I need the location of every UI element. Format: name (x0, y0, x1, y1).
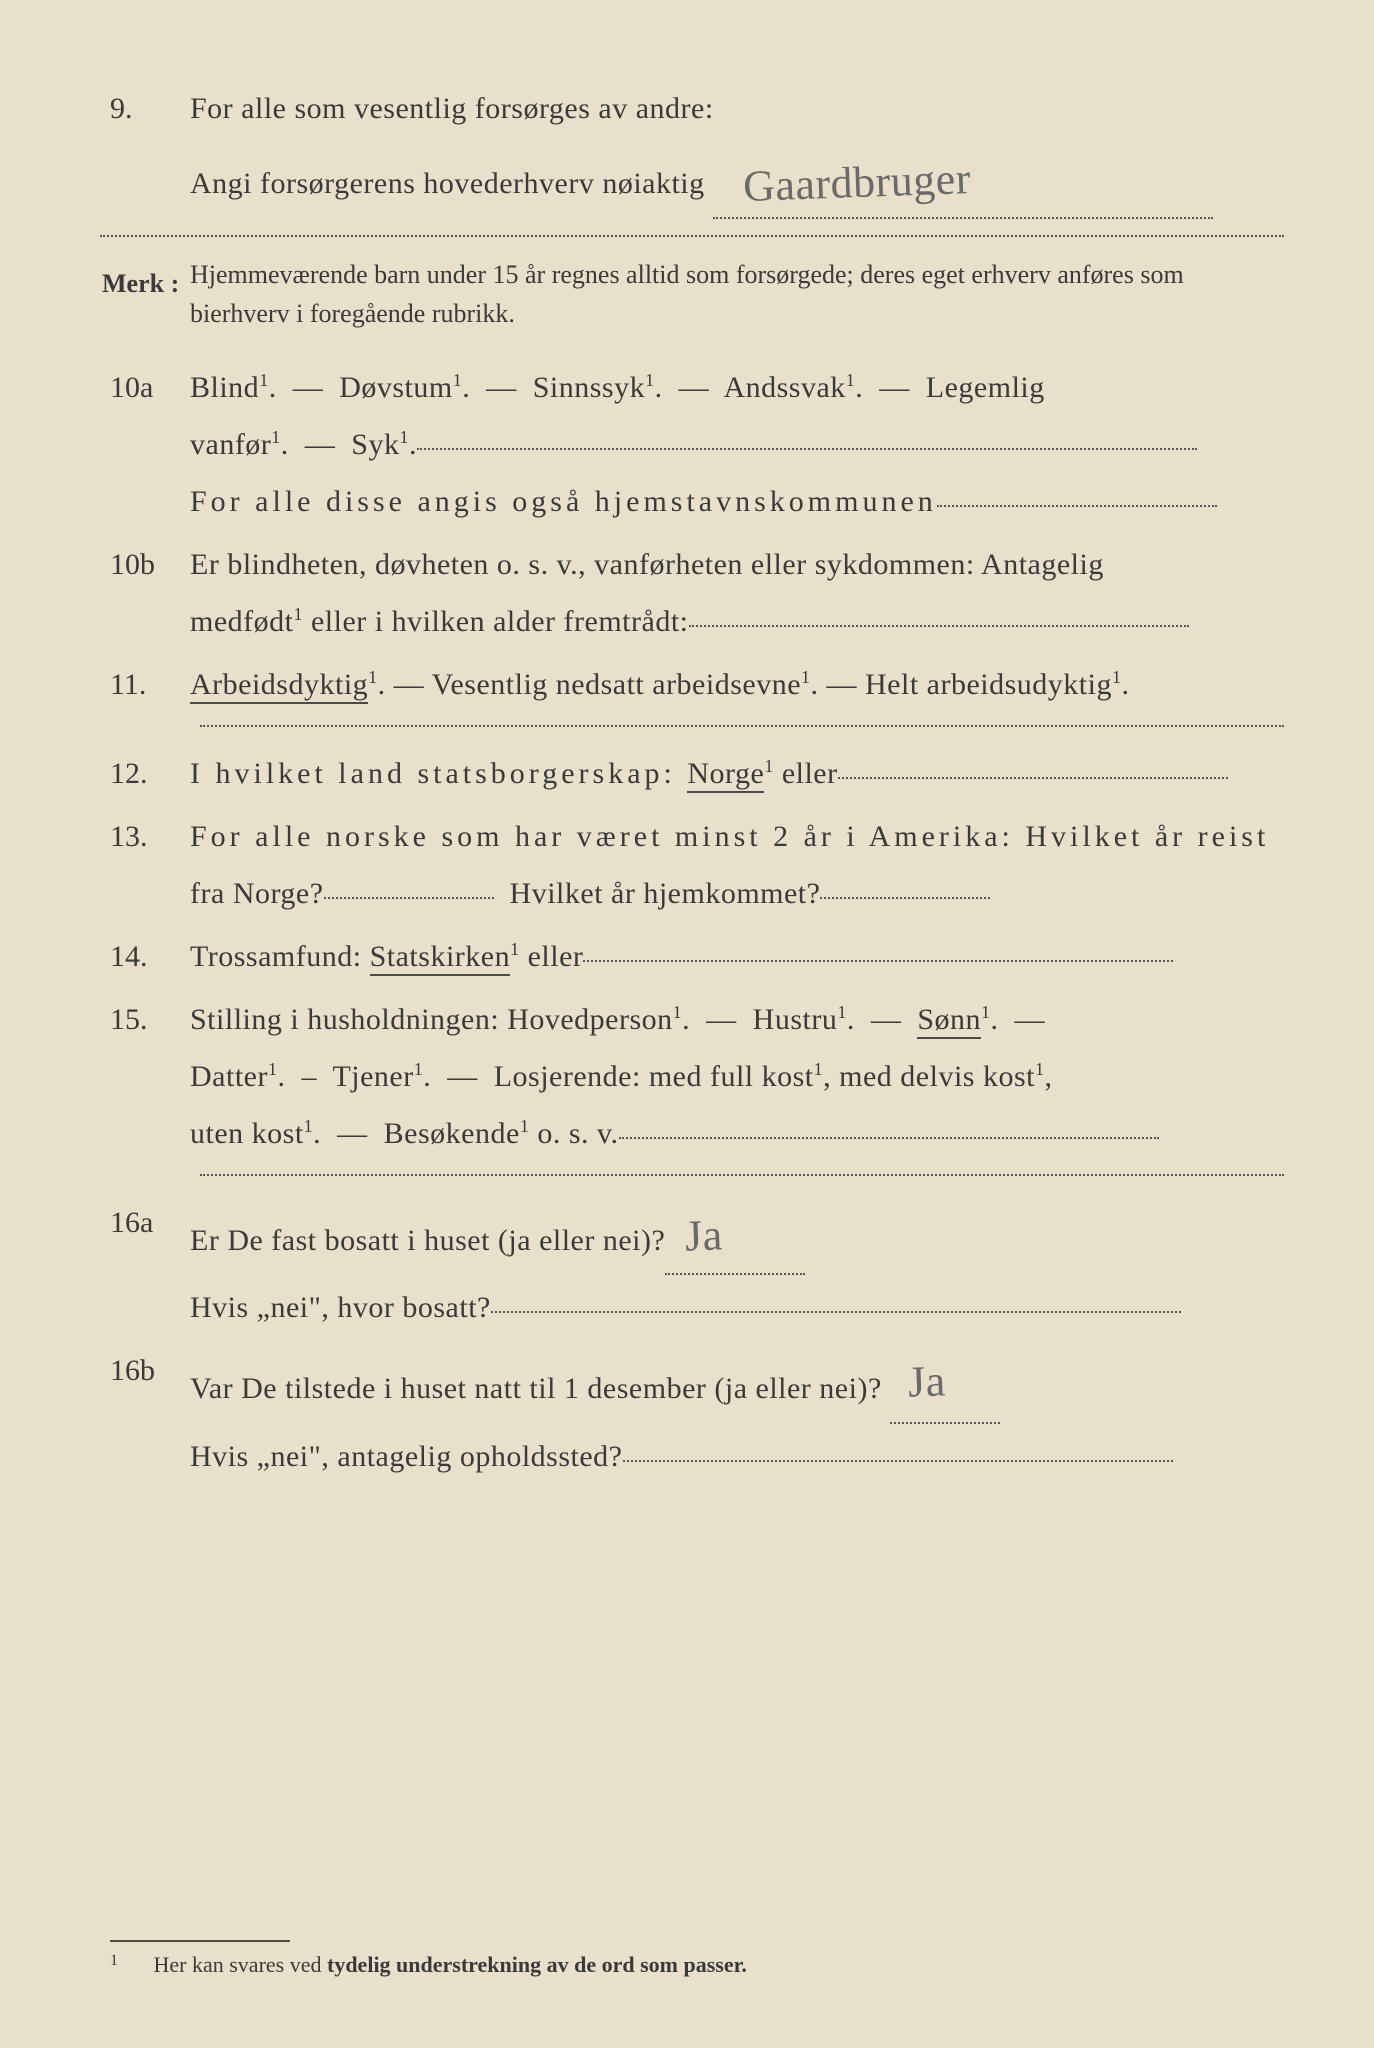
footnote-ta: Her kan svares ved (154, 1952, 328, 1977)
separator-1 (100, 235, 1284, 237)
q9-handwritten: Gaardbruger (741, 137, 972, 228)
q14-number: 14. (100, 928, 190, 985)
q9-number: 9. (100, 80, 190, 137)
question-12: 12. I hvilket land statsborgerskap: Norg… (100, 745, 1284, 802)
q16b-l1: Var De tilstede i huset natt til 1 desem… (190, 1372, 882, 1405)
q14-opt: Statskirken (370, 940, 511, 976)
q16b-l2: Hvis „nei", antagelig opholdssted? (190, 1440, 623, 1473)
merk-note: Merk : Hjemmeværende barn under 15 år re… (100, 255, 1284, 333)
q10a-opt1: Blind (190, 371, 259, 404)
q12-tb: eller (774, 757, 838, 790)
q10b-l2a: medfødt (190, 605, 293, 638)
q16b-content: Var De tilstede i huset natt til 1 desem… (190, 1342, 1284, 1485)
q13-l2b: Hvilket år hjemkommet? (510, 877, 821, 910)
q11-number: 11. (100, 656, 190, 713)
q10a-l2b: Syk (351, 428, 399, 461)
question-16b: 16b Var De tilstede i huset natt til 1 d… (100, 1342, 1284, 1485)
q10a-number: 10a (100, 359, 190, 416)
q10a-opt3: Sinnssyk (533, 371, 645, 404)
q16b-fill1: Ja (890, 1338, 1000, 1424)
q10b-l2b: eller i hvilken alder fremtrådt: (303, 605, 689, 638)
q14-ta: Trossamfund: (190, 940, 370, 973)
question-14: 14. Trossamfund: Statskirken1 eller (100, 928, 1284, 985)
merk-label: Merk : (100, 255, 190, 308)
q15-l2d: , med delvis kost (823, 1060, 1035, 1093)
q16a-fill2 (491, 1311, 1181, 1313)
footnote-tb: tydelig understrekning av de ord som pas… (327, 1952, 747, 1977)
q9-line2a: Angi forsørgerens hovederhverv nøiaktig (190, 167, 705, 200)
q10b-fill (689, 625, 1189, 627)
q10a-fill2 (937, 505, 1217, 507)
merk-text: Hjemmeværende barn under 15 år regnes al… (190, 255, 1284, 333)
q10b-content: Er blindheten, døvheten o. s. v., vanfør… (190, 536, 1284, 650)
q14-tb: eller (520, 940, 584, 973)
q9-fill-line: Gaardbruger (713, 133, 1213, 219)
q16a-l1: Er De fast bosatt i huset (ja eller nei)… (190, 1224, 665, 1257)
q15-ta: Stilling i husholdningen: Hovedperson (190, 1003, 673, 1036)
q13-content: For alle norske som har været minst 2 år… (190, 808, 1284, 922)
q15-l3a: uten kost (190, 1117, 304, 1150)
q16b-number: 16b (100, 1342, 190, 1399)
q14-fill (583, 960, 1173, 962)
question-16a: 16a Er De fast bosatt i huset (ja eller … (100, 1194, 1284, 1337)
q13-fill1 (324, 897, 494, 899)
q15-l3c: o. s. v. (529, 1117, 618, 1150)
footnote-rule (110, 1940, 290, 1942)
q11-opt2: Vesentlig nedsatt arbeidsevne (432, 668, 801, 701)
q10b-number: 10b (100, 536, 190, 593)
question-13: 13. For alle norske som har været minst … (100, 808, 1284, 922)
q11-opt3: Helt arbeidsudyktig (865, 668, 1112, 701)
q13-l2a: fra Norge? (190, 877, 324, 910)
q16a-hand: Ja (684, 1193, 725, 1278)
q10a-opt2: Døvstum (339, 371, 453, 404)
q15-l2c: Losjerende: med full kost (494, 1060, 814, 1093)
q12-fill (838, 777, 1228, 779)
q16a-content: Er De fast bosatt i huset (ja eller nei)… (190, 1194, 1284, 1337)
separator-2 (200, 725, 1284, 727)
q16b-hand: Ja (906, 1340, 947, 1425)
question-10a: 10a Blind1. — Døvstum1. — Sinnssyk1. — A… (100, 359, 1284, 530)
q10a-opt5: Legemlig (926, 371, 1045, 404)
q13-number: 13. (100, 808, 190, 865)
q16a-l2: Hvis „nei", hvor bosatt? (190, 1291, 491, 1324)
q15-l2a: Datter (190, 1060, 268, 1093)
q9-line1: For alle som vesentlig forsørges av andr… (190, 92, 714, 125)
q11-content: Arbeidsdyktig1. — Vesentlig nedsatt arbe… (190, 656, 1284, 713)
q9-content: For alle som vesentlig forsørges av andr… (190, 80, 1284, 223)
q12-opt: Norge (687, 757, 764, 793)
q10a-l2a: vanfør (190, 428, 271, 461)
q10a-l3: For alle disse angis også hjemstavnskomm… (190, 485, 937, 518)
q15-content: Stilling i husholdningen: Hovedperson1. … (190, 991, 1284, 1162)
separator-3 (200, 1174, 1284, 1176)
q11-opt1: Arbeidsdyktig (190, 668, 368, 704)
q16a-fill1: Ja (665, 1190, 805, 1276)
q15-fill (619, 1137, 1159, 1139)
q14-content: Trossamfund: Statskirken1 eller (190, 928, 1284, 985)
q15-hustru: Hustru (753, 1003, 838, 1036)
q12-number: 12. (100, 745, 190, 802)
q10a-content: Blind1. — Døvstum1. — Sinnssyk1. — Andss… (190, 359, 1284, 530)
q15-sonn: Sønn (917, 1003, 981, 1039)
q10a-fill1 (417, 448, 1197, 450)
question-11: 11. Arbeidsdyktig1. — Vesentlig nedsatt … (100, 656, 1284, 713)
footnote-num: 1 (110, 1952, 118, 1969)
q16a-number: 16a (100, 1194, 190, 1251)
q15-l3b: Besøkende (384, 1117, 520, 1150)
q13-fill2 (820, 897, 990, 899)
question-9: 9. For alle som vesentlig forsørges av a… (100, 80, 1284, 223)
question-10b: 10b Er blindheten, døvheten o. s. v., va… (100, 536, 1284, 650)
q16b-fill2 (623, 1460, 1173, 1462)
q10b-l1: Er blindheten, døvheten o. s. v., vanfør… (190, 548, 1104, 581)
q15-number: 15. (100, 991, 190, 1048)
q12-ta: I hvilket land statsborgerskap: (190, 757, 687, 790)
q13-l1: For alle norske som har været minst 2 år… (190, 820, 1269, 853)
q10a-opt4: Andssvak (723, 371, 845, 404)
question-15: 15. Stilling i husholdningen: Hovedperso… (100, 991, 1284, 1162)
q12-content: I hvilket land statsborgerskap: Norge1 e… (190, 745, 1284, 802)
q15-l2b: Tjener (332, 1060, 413, 1093)
footnote: 1 Her kan svares ved tydelig understrekn… (110, 1940, 1284, 1978)
